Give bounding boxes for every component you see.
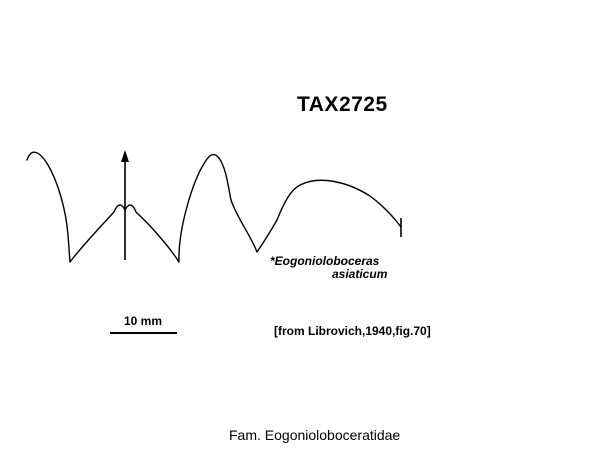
family-name: Fam. Eogonioloboceratidae (229, 427, 401, 443)
species-name-line2: asiaticum (332, 267, 388, 281)
scale-bar-label: 10 mm (124, 314, 163, 328)
species-name: *Eogonioloboceras asiaticum (270, 255, 387, 281)
scale-bar (110, 332, 177, 334)
suture-line (26, 151, 402, 263)
taxon-title: TAX2725 (297, 93, 388, 116)
venter-arrow-head (121, 150, 129, 162)
species-name-line1: *Eogonioloboceras (270, 254, 380, 268)
source-citation: [from Librovich,1940,fig.70] (274, 324, 431, 338)
